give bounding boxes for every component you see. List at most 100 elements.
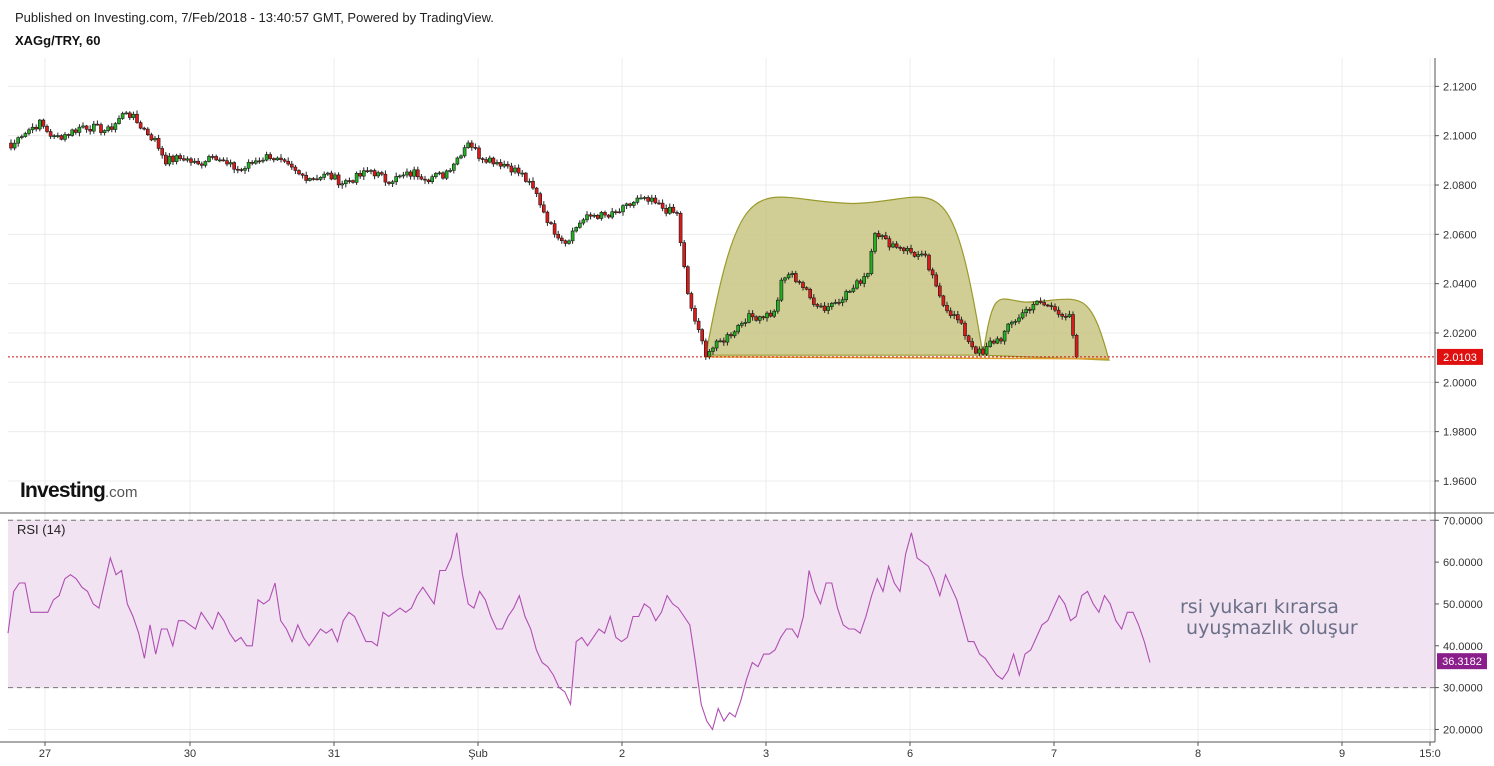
candle-body-down — [894, 243, 899, 248]
x-tick-label: 27 — [39, 748, 51, 760]
last-price-badge — [1437, 348, 1483, 365]
candle-body-up — [1006, 323, 1011, 332]
candle-body-down — [214, 156, 218, 161]
note-line-2: uyuşmazlık oluşur — [1180, 617, 1358, 639]
candle — [257, 157, 262, 164]
candle-body-up — [77, 126, 82, 133]
candle-body-down — [289, 163, 294, 168]
candle — [70, 128, 74, 137]
candle — [430, 174, 435, 184]
candle-body-up — [81, 125, 85, 128]
candle-body-down — [657, 202, 661, 205]
candle-body-up — [261, 159, 265, 162]
candle — [941, 294, 946, 308]
candle — [369, 168, 373, 175]
candle-body-down — [66, 134, 71, 136]
candle — [523, 172, 528, 183]
x-tick-label: 2 — [619, 748, 625, 760]
candle — [534, 186, 539, 197]
candle-body-down — [588, 214, 593, 217]
candle — [693, 305, 697, 325]
candle — [631, 200, 636, 209]
candle — [552, 220, 557, 238]
candle — [1009, 320, 1014, 328]
candle — [495, 159, 499, 166]
candle-body-down — [678, 212, 683, 243]
x-tick-label: Şub — [468, 748, 488, 760]
candle — [12, 139, 17, 151]
candle-body-up — [570, 230, 575, 242]
candle-body-up — [880, 235, 885, 238]
candle-body-down — [336, 174, 341, 186]
candle — [844, 289, 849, 303]
candle-body-down — [700, 329, 705, 342]
candle — [167, 152, 172, 167]
note-line-1: rsi yukarı kırarsa — [1180, 596, 1339, 618]
candle — [592, 213, 597, 219]
candle — [1035, 300, 1039, 306]
candle — [797, 279, 802, 285]
candle — [682, 239, 687, 269]
candle — [185, 156, 190, 163]
candle — [865, 272, 870, 279]
candle — [469, 140, 474, 151]
candle-body-up — [988, 340, 993, 347]
candle — [124, 110, 128, 115]
candle — [718, 338, 723, 343]
candle — [667, 203, 672, 215]
candle-body-down — [729, 334, 733, 337]
candle-body-down — [685, 266, 690, 294]
candle-body-up — [394, 176, 399, 183]
candle-body-down — [268, 154, 273, 159]
candle — [984, 342, 989, 356]
candle-body-up — [952, 314, 957, 316]
candle — [736, 323, 741, 335]
candle-body-up — [27, 129, 31, 134]
candle-body-up — [218, 159, 222, 162]
candle — [214, 154, 218, 162]
candle — [95, 120, 100, 126]
candle — [765, 311, 769, 322]
candle — [451, 162, 456, 174]
candle-body-down — [664, 208, 669, 214]
candle-body-down — [930, 269, 935, 276]
candle — [444, 169, 449, 181]
candle-body-down — [552, 223, 557, 235]
candle — [135, 110, 139, 124]
candle-body-down — [45, 125, 49, 132]
candle — [1049, 302, 1054, 310]
candle-body-up — [833, 302, 838, 304]
candle — [732, 330, 737, 339]
x-tick-label: 3 — [763, 748, 769, 760]
candle — [383, 170, 388, 186]
candle — [887, 235, 892, 251]
candle-body-up — [412, 169, 417, 177]
candle — [59, 134, 64, 141]
candle — [286, 157, 291, 166]
candle — [182, 155, 186, 162]
price-tick-label: 2.0400 — [1443, 279, 1477, 291]
candle — [617, 208, 622, 214]
candle — [567, 239, 571, 245]
candle-body-down — [959, 319, 964, 324]
candle-body-up — [1020, 312, 1025, 319]
candle — [955, 310, 960, 324]
candle-body-down — [793, 273, 798, 282]
candle — [419, 174, 424, 181]
candle-body-down — [876, 233, 881, 238]
candle — [466, 140, 471, 149]
candle-body-up — [16, 137, 21, 144]
candle — [81, 122, 85, 129]
candle-body-down — [297, 170, 301, 175]
candle-body-up — [790, 273, 795, 275]
candle-body-up — [275, 157, 280, 161]
candle-body-down — [937, 285, 942, 297]
candle-body-up — [826, 306, 831, 311]
candle-body-down — [286, 160, 291, 165]
candle — [1064, 313, 1068, 321]
candle — [300, 172, 305, 179]
candle-body-up — [1024, 309, 1028, 314]
candle-body-up — [585, 214, 589, 221]
candle-body-down — [671, 206, 676, 213]
